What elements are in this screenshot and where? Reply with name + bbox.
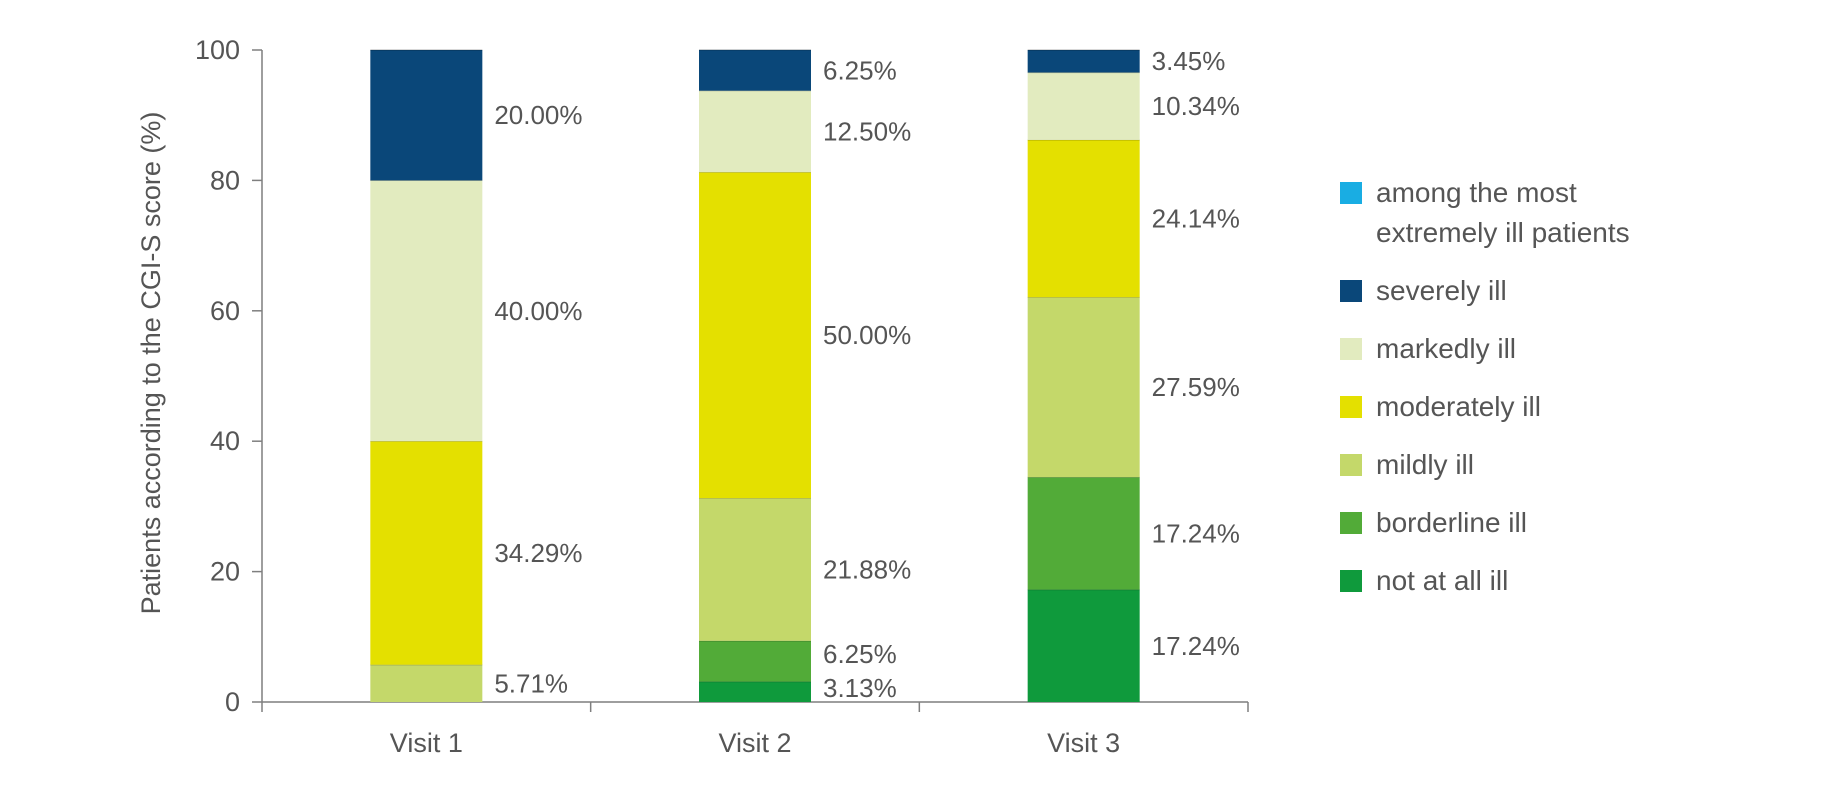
legend-item: markedly ill [1340, 333, 1516, 364]
legend-label: mildly ill [1376, 449, 1474, 480]
data-label: 12.50% [823, 116, 911, 146]
bar-segment [1027, 477, 1140, 590]
bar-segment [699, 172, 811, 499]
data-label: 20.00% [494, 100, 582, 130]
data-label: 5.71% [494, 668, 568, 698]
x-tick-label: Visit 2 [718, 728, 791, 758]
legend-label: borderline ill [1376, 507, 1527, 538]
bars [370, 49, 1140, 702]
legend-item: borderline ill [1340, 507, 1527, 538]
legend-label: among the most [1376, 177, 1577, 208]
legend-label: markedly ill [1376, 333, 1516, 364]
data-labels: 5.71% 34.29% 40.00% 20.00% 3.13% 6.25% 21.88% 5… [494, 46, 1240, 703]
legend-swatch [1340, 512, 1362, 534]
data-label: 3.13% [823, 673, 897, 703]
legend-label: extremely ill patients [1376, 217, 1630, 248]
legend-item: among the most extremely ill patients [1340, 177, 1630, 248]
data-label: 17.24% [1152, 518, 1240, 548]
bar-segment [1027, 297, 1140, 478]
bar-segment [699, 49, 811, 91]
data-label: 34.29% [494, 538, 582, 568]
bar-segment [1027, 139, 1140, 298]
bar-segment [1027, 589, 1140, 702]
bar-segment [699, 681, 811, 702]
legend-item: mildly ill [1340, 449, 1474, 480]
bar-segment [370, 441, 483, 665]
data-label: 10.34% [1152, 91, 1240, 121]
legend-swatch [1340, 396, 1362, 418]
data-label: 17.24% [1152, 631, 1240, 661]
bar-segment [1027, 50, 1140, 73]
legend-swatch [1340, 182, 1362, 204]
bar-segment [370, 664, 483, 702]
y-tick-label: 0 [225, 687, 240, 717]
y-tick-label: 100 [195, 35, 240, 65]
legend-swatch [1340, 280, 1362, 302]
y-tick-label: 20 [210, 557, 240, 587]
legend-swatch [1340, 570, 1362, 592]
bar-segment [699, 640, 811, 682]
y-axis-title: Patients according to the CGI-S score (%… [136, 112, 166, 615]
data-label: 50.00% [823, 320, 911, 350]
legend: among the most extremely ill patients seve… [1340, 177, 1630, 596]
bar-segment [699, 90, 811, 173]
y-tick-label: 40 [210, 426, 240, 456]
y-tick-label: 60 [210, 296, 240, 326]
legend-swatch [1340, 454, 1362, 476]
data-label: 6.25% [823, 55, 897, 85]
legend-item: severely ill [1340, 275, 1507, 306]
data-label: 21.88% [823, 555, 911, 585]
data-label: 6.25% [823, 639, 897, 669]
bar-segment [370, 180, 483, 442]
data-label: 24.14% [1152, 204, 1240, 234]
data-label: 40.00% [494, 296, 582, 326]
legend-item: moderately ill [1340, 391, 1541, 422]
legend-item: not at all ill [1340, 565, 1508, 596]
y-tick-label: 80 [210, 165, 240, 195]
legend-label: not at all ill [1376, 565, 1508, 596]
data-label: 3.45% [1152, 46, 1226, 76]
x-tick-label: Visit 1 [390, 728, 463, 758]
legend-label: severely ill [1376, 275, 1507, 306]
x-tick-label: Visit 3 [1047, 728, 1120, 758]
legend-swatch [1340, 338, 1362, 360]
axes: 0 20 40 60 80 100 Visit 1 Visit 2 Visit 3 [195, 35, 1249, 758]
bar-segment [370, 50, 483, 181]
data-label: 27.59% [1152, 372, 1240, 402]
legend-label: moderately ill [1376, 391, 1541, 422]
bar-segment [1027, 72, 1140, 140]
bar-segment [699, 498, 811, 641]
